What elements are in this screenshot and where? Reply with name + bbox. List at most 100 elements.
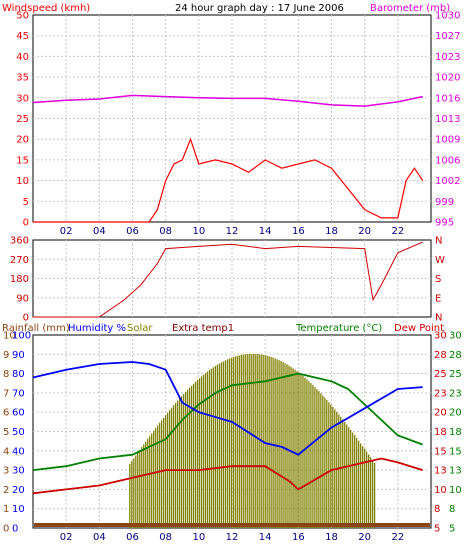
temperature-line — [32, 372, 424, 471]
solar-bar — [358, 440, 360, 528]
solar-bar — [365, 451, 368, 528]
solar-bar — [360, 443, 362, 528]
chart-title: 24 hour graph day : 17 June 2006 — [175, 3, 344, 14]
rain-tick: 4 — [3, 446, 9, 457]
solar-bar — [212, 367, 215, 528]
solar-bar — [208, 370, 211, 528]
solar-bar — [348, 427, 350, 528]
solar-bar — [252, 353, 254, 528]
temp-right-tick: 23 — [449, 388, 462, 399]
x-tick-label: 10 — [192, 226, 205, 237]
temp-left-tick: 20 — [434, 408, 447, 419]
direction-right-tick: N — [435, 313, 442, 324]
windspeed-axis-label: Windspeed (kmh) — [2, 3, 90, 14]
solar-bar — [157, 425, 159, 528]
wind-right-tick: 1013 — [435, 114, 460, 125]
wind-left-tick: 15 — [16, 155, 29, 166]
wind-right-tick: 1023 — [435, 52, 460, 63]
humidity-tick: 60 — [12, 408, 25, 419]
solar-bar — [210, 368, 213, 528]
x-tick-label: 14 — [259, 226, 272, 237]
solar-bar — [268, 356, 270, 528]
humidity-tick: 30 — [12, 466, 25, 477]
temp-right-tick: 18 — [449, 427, 462, 438]
direction-left-tick: 0 — [23, 313, 29, 324]
solar-bar — [198, 378, 201, 528]
solar-bar — [290, 366, 292, 528]
temperature-label: Temperature (°C) — [295, 323, 382, 334]
x-tick-label: 22 — [391, 532, 404, 543]
solar-bar — [324, 397, 326, 528]
grid-wind — [33, 15, 431, 222]
solar-bar — [139, 449, 141, 528]
direction-right-tick: S — [435, 274, 441, 285]
solar-bar — [326, 399, 328, 528]
x-tick-label: 12 — [226, 226, 239, 237]
wind-right-tick: 1006 — [435, 155, 460, 166]
solar-bar — [336, 411, 338, 528]
x-tick-label: 12 — [226, 532, 239, 543]
solar-bar — [131, 461, 133, 528]
humidity-tick: 80 — [12, 369, 25, 380]
solar-bar — [362, 446, 364, 528]
solar-bar — [168, 410, 171, 528]
solar-bar — [344, 421, 346, 528]
barometer-axis-label: Barometer (mb) — [370, 3, 450, 14]
temp-left-tick: 28 — [434, 350, 447, 361]
humidity-label: Humidity % — [68, 323, 126, 334]
solar-bar — [312, 385, 314, 528]
solar-bar — [232, 357, 234, 528]
solar-bar — [222, 361, 225, 528]
direction-left-tick: 270 — [10, 255, 29, 266]
solar-bar — [318, 391, 320, 528]
x-tick-label: 16 — [292, 532, 305, 543]
solar-bar — [316, 389, 318, 528]
x-tick-label: 10 — [192, 532, 205, 543]
solar-bar — [338, 414, 340, 528]
wind-right-tick: 995 — [435, 218, 454, 229]
temp-left-tick: 15 — [434, 446, 447, 457]
rainfall-label: Rainfall (mm) — [2, 323, 70, 334]
solar-bar — [367, 454, 370, 528]
temp-right-tick: 25 — [449, 369, 462, 380]
temp-left-tick: 13 — [434, 466, 447, 477]
solar-bar — [294, 369, 296, 528]
solar-bar — [236, 355, 238, 528]
solar-bar — [178, 398, 181, 528]
solar-bar — [163, 417, 165, 528]
wind-left-tick: 20 — [16, 135, 29, 146]
x-tick-label: 04 — [93, 226, 106, 237]
direction-left-tick: 90 — [16, 293, 29, 304]
solar-bar — [155, 428, 157, 528]
solar-bar — [147, 438, 149, 528]
x-tick-label: 06 — [126, 532, 139, 543]
solar-bar — [190, 385, 193, 528]
solar-bar — [256, 354, 258, 528]
solar-bar — [274, 358, 276, 528]
solar-bar — [314, 387, 316, 528]
solar-bar — [328, 402, 330, 528]
wind-left-tick: 25 — [16, 114, 29, 125]
barometer-line — [32, 94, 423, 107]
solar-bar — [230, 357, 232, 528]
solar-bar — [240, 354, 242, 528]
solar-bar — [141, 447, 143, 528]
wind-left-tick: 0 — [23, 218, 29, 229]
solar-bar — [308, 381, 310, 528]
solar-bar — [278, 360, 280, 528]
wind-right-tick: 1027 — [435, 31, 460, 42]
solar-bar — [226, 359, 228, 528]
x-tick-label: 20 — [358, 226, 371, 237]
x-tick-label: 16 — [292, 226, 305, 237]
solar-bar — [322, 395, 324, 528]
solar-bar — [364, 448, 366, 528]
solar-bar — [369, 457, 372, 528]
solar-bar — [174, 403, 177, 528]
solar-bar — [188, 387, 191, 528]
rain-tick: 5 — [3, 427, 9, 438]
solar-bar — [346, 424, 348, 528]
rain-tick: 1 — [3, 504, 9, 515]
